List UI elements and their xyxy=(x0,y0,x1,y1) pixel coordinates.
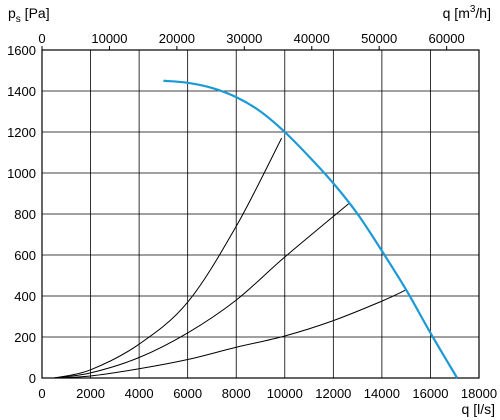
x-top-tick-label: 50000 xyxy=(361,31,397,46)
y-tick-label: 400 xyxy=(14,289,36,304)
system-curves xyxy=(54,137,407,379)
x-bottom-tick-label: 4000 xyxy=(125,386,154,401)
x-top-tick-label: 0 xyxy=(38,31,45,46)
y-tick-label: 800 xyxy=(14,207,36,222)
x-bottom-tick-label: 0 xyxy=(38,386,45,401)
x-top-tick-label: 30000 xyxy=(226,31,262,46)
x-bottom-tick-label: 8000 xyxy=(222,386,251,401)
x-bottom-tick-label: 2000 xyxy=(76,386,105,401)
x-bottom-tick-label: 16000 xyxy=(412,386,448,401)
system-curve-2 xyxy=(54,203,349,379)
x-bottom-tick-label: 10000 xyxy=(267,386,303,401)
plot-frame xyxy=(41,49,480,379)
y-tick-label: 1200 xyxy=(7,125,36,140)
x-top-axis-title-main: q [m xyxy=(443,5,470,21)
x-top-axis-title-end: /h] xyxy=(475,5,491,21)
x-top-axis-title: q [m3/h] xyxy=(443,4,491,21)
y-tick-labels: 0 200 400 600 800 1000 1200 1400 1600 xyxy=(7,43,36,386)
x-top-tick-label: 60000 xyxy=(429,31,465,46)
x-bottom-axis-title: q [l/s] xyxy=(462,401,495,417)
system-curve-1 xyxy=(54,137,283,379)
y-axis-title-sub: s xyxy=(16,14,21,25)
x-top-axis-title-sup: 3 xyxy=(470,4,476,15)
y-axis-title-main: p xyxy=(8,5,16,21)
x-top-tick-label: 40000 xyxy=(294,31,330,46)
system-curve-3 xyxy=(54,289,407,379)
fan-curve xyxy=(163,79,459,379)
x-bottom-tick-label: 18000 xyxy=(461,386,497,401)
y-tick-label: 1400 xyxy=(7,84,36,99)
x-bottom-tick-label: 6000 xyxy=(173,386,202,401)
x-bottom-tick-labels: 0 2000 4000 6000 8000 10000 12000 14000 16000 180… xyxy=(38,386,497,401)
y-tick-label: 600 xyxy=(14,248,36,263)
y-tick-label: 1600 xyxy=(7,43,36,58)
y-tick-label: 1000 xyxy=(7,166,36,181)
fan-curve-group xyxy=(163,79,459,379)
x-top-tick-labels: 0 10000 20000 30000 40000 50000 60000 xyxy=(38,31,464,46)
x-bottom-tick-label: 14000 xyxy=(364,386,400,401)
grid xyxy=(41,46,480,379)
y-tick-label: 200 xyxy=(14,330,36,345)
x-bottom-tick-label: 12000 xyxy=(315,386,351,401)
y-axis-title: ps [Pa] xyxy=(8,5,50,25)
y-axis-title-unit: [Pa] xyxy=(21,5,50,21)
x-top-tick-label: 20000 xyxy=(159,31,195,46)
x-top-tick-label: 10000 xyxy=(91,31,127,46)
y-tick-label: 0 xyxy=(29,371,36,386)
